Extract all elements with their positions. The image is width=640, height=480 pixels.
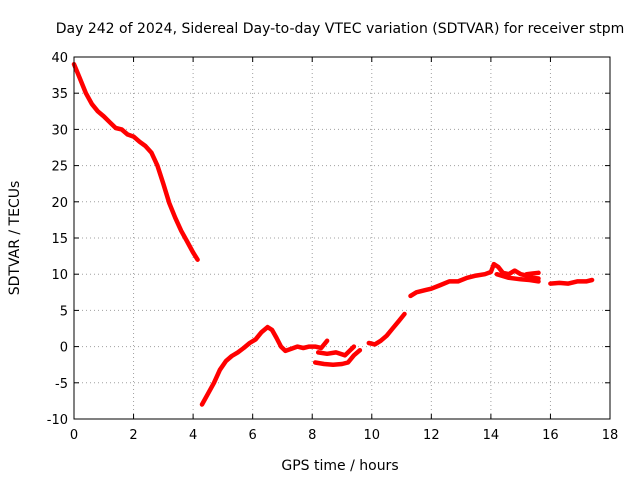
y-tick-label: 35 [51, 87, 68, 102]
y-tick-labels: -10 -5 0 5 10 15 20 25 30 35 40 [47, 51, 68, 428]
x-tick-label: 14 [483, 428, 500, 443]
y-tick-label: 40 [51, 51, 68, 66]
y-tick-label: 10 [51, 268, 68, 283]
x-tick-label: 10 [364, 428, 381, 443]
y-axis-label: SDTVAR / TECUs [7, 181, 23, 296]
x-tick-label: 8 [308, 428, 316, 443]
y-tick-label: 30 [51, 123, 68, 138]
series-line-segment [71, 61, 200, 262]
series-line-segment [548, 277, 595, 286]
series-line-segment [408, 261, 541, 299]
x-tick-label: 6 [249, 428, 257, 443]
series-line-segment [494, 271, 541, 284]
y-tick-label: 0 [60, 341, 68, 356]
series-line-segment [199, 324, 330, 407]
x-tick-label: 4 [189, 428, 197, 443]
x-tick-label: 18 [602, 428, 619, 443]
x-tick-labels: 0 2 4 6 8 10 12 14 16 18 [70, 428, 618, 443]
y-tick-label: 25 [51, 160, 68, 175]
x-tick-label: 2 [129, 428, 137, 443]
x-axis-label: GPS time / hours [281, 458, 398, 474]
x-tick-label: 0 [70, 428, 78, 443]
x-tick-label: 16 [542, 428, 559, 443]
y-tick-label: 5 [60, 304, 68, 319]
series-line-segment [315, 344, 357, 358]
y-tick-label: 20 [51, 196, 68, 211]
series-line-segment [366, 311, 407, 347]
series-line-segment [524, 270, 541, 277]
series-layer [71, 61, 595, 407]
x-tick-label: 12 [423, 428, 440, 443]
tick-marks [73, 56, 611, 420]
y-tick-label: 15 [51, 232, 68, 247]
grid [74, 57, 610, 419]
series-line-segment [312, 347, 363, 367]
y-tick-label: -10 [47, 413, 68, 428]
chart-title: Day 242 of 2024, Sidereal Day-to-day VTE… [56, 21, 625, 37]
y-tick-label: -5 [55, 377, 68, 392]
